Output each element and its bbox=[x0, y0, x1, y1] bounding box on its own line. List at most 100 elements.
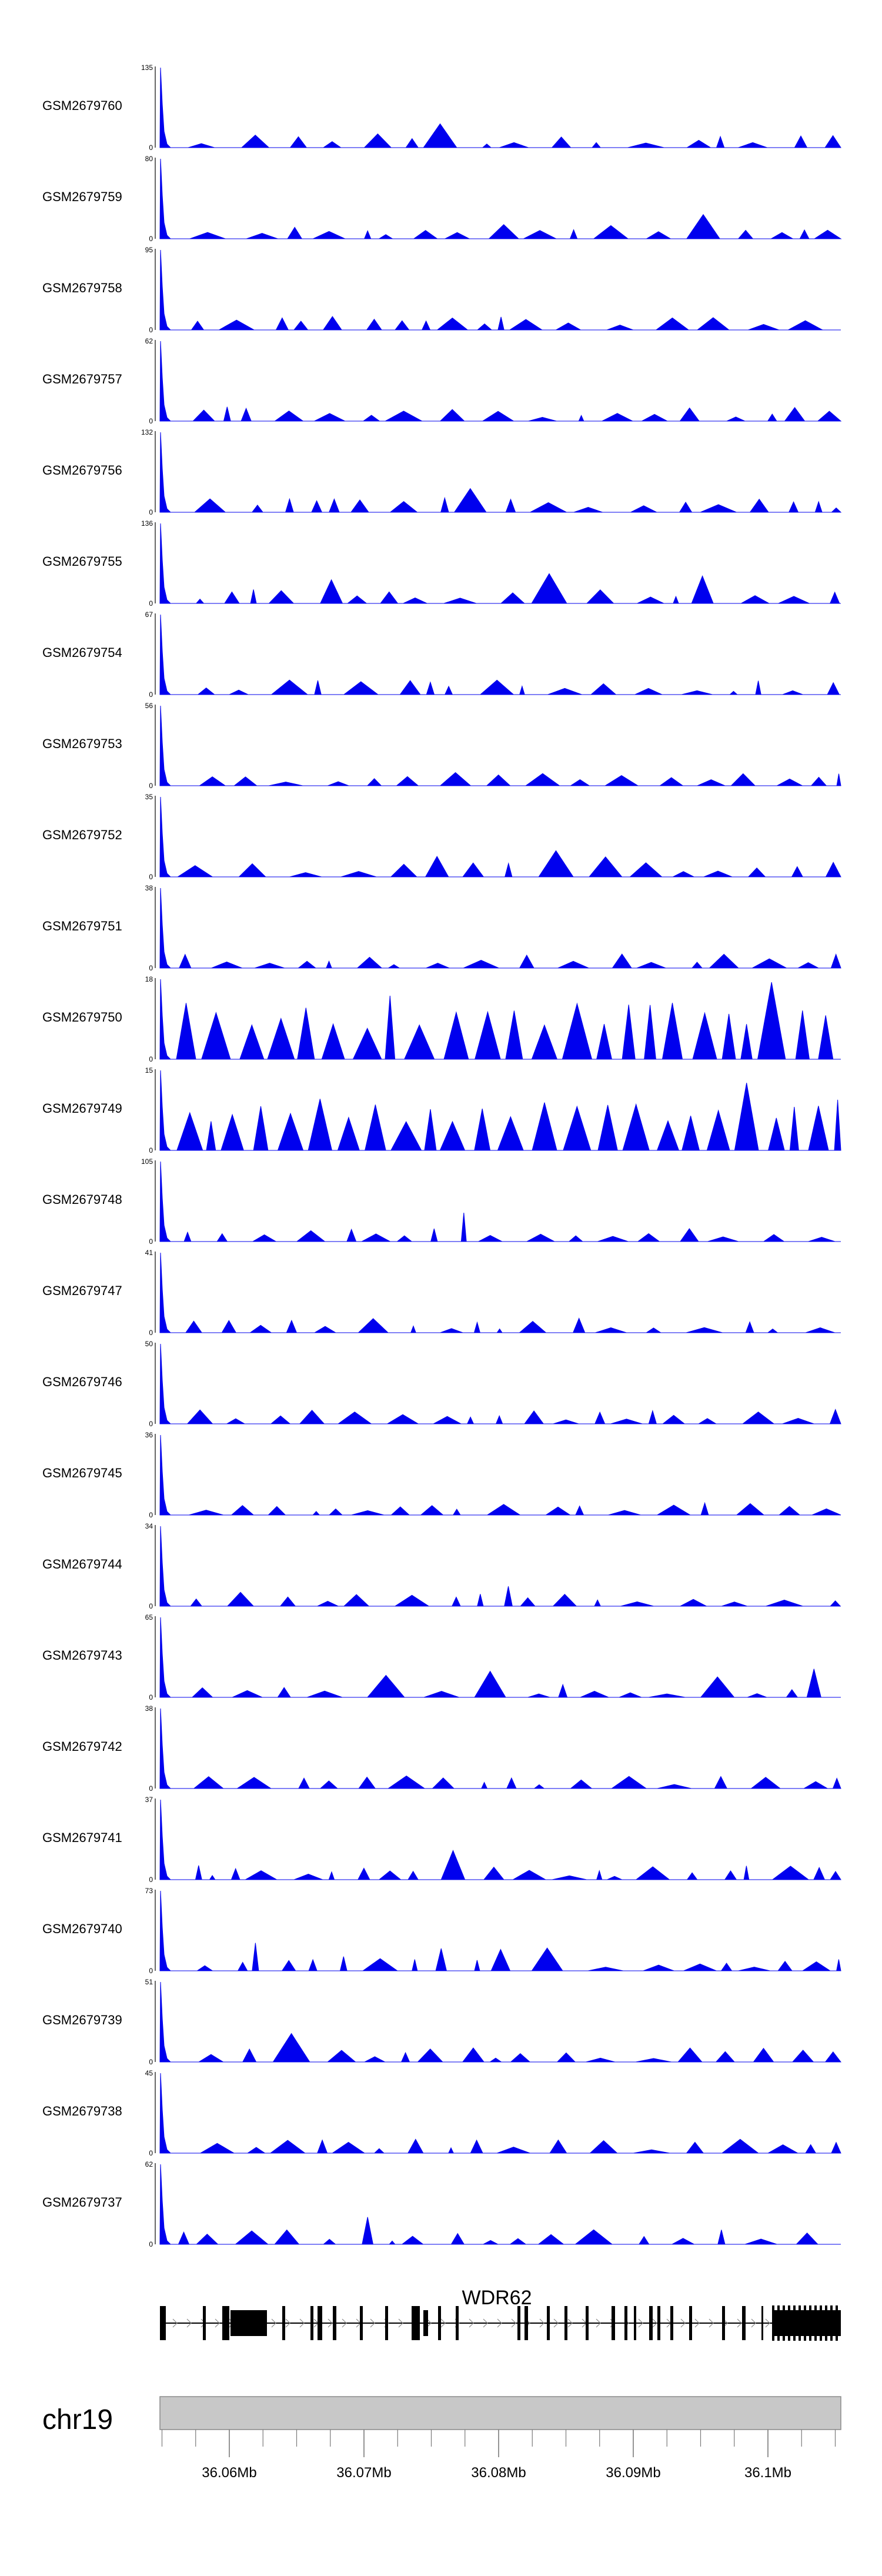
gene-exon bbox=[412, 2306, 420, 2340]
gene-exon bbox=[612, 2306, 615, 2340]
track-ymax-label: 135 bbox=[141, 64, 153, 72]
gene-exon bbox=[564, 2306, 567, 2340]
track-GSM2679754: GSM2679754 67 0 bbox=[42, 610, 841, 699]
chromosome-label: chr19 bbox=[42, 2404, 113, 2435]
gene-exon bbox=[634, 2306, 636, 2340]
track-GSM2679757: GSM2679757 62 0 bbox=[42, 337, 842, 425]
coverage-area bbox=[159, 796, 841, 877]
intron-direction-chevron bbox=[299, 2318, 305, 2328]
intron-direction-chevron bbox=[328, 2318, 333, 2328]
track-ymax-label: 34 bbox=[145, 1522, 153, 1530]
intron-direction-chevron bbox=[342, 2318, 347, 2328]
gene-model bbox=[160, 2305, 841, 2341]
track-GSM2679751: GSM2679751 38 0 bbox=[42, 884, 841, 972]
coverage-area bbox=[159, 1617, 841, 1698]
intron-direction-chevron bbox=[172, 2318, 178, 2328]
track-GSM2679748: GSM2679748 105 0 bbox=[42, 1157, 841, 1246]
axis-tick-label: 36.08Mb bbox=[471, 2465, 526, 2481]
intron-direction-chevron bbox=[469, 2318, 474, 2328]
gene-exon bbox=[825, 2305, 827, 2341]
gene-exon bbox=[438, 2306, 441, 2340]
track-label: GSM2679757 bbox=[42, 372, 122, 386]
track-ymin-label: 0 bbox=[149, 417, 153, 425]
coverage-area bbox=[159, 2164, 841, 2245]
track-ymax-label: 18 bbox=[145, 975, 153, 983]
track-GSM2679759: GSM2679759 80 0 bbox=[42, 155, 842, 243]
track-label: GSM2679747 bbox=[42, 1283, 122, 1298]
track-GSM2679749: GSM2679749 15 0 bbox=[42, 1066, 841, 1154]
track-GSM2679753: GSM2679753 56 0 bbox=[42, 702, 841, 790]
gene-exon bbox=[830, 2305, 833, 2341]
track-GSM2679743: GSM2679743 65 0 bbox=[42, 1613, 841, 1701]
track-label: GSM2679758 bbox=[42, 281, 122, 295]
gene-exon bbox=[814, 2305, 817, 2341]
intron-direction-chevron bbox=[539, 2318, 544, 2328]
track-ymax-label: 65 bbox=[145, 1613, 153, 1621]
track-label: GSM2679740 bbox=[42, 1921, 122, 1936]
gene-exon bbox=[689, 2306, 692, 2340]
track-ymax-label: 50 bbox=[145, 1340, 153, 1348]
track-GSM2679747: GSM2679747 41 0 bbox=[42, 1249, 841, 1337]
track-ymin-label: 0 bbox=[149, 690, 153, 699]
track-ymin-label: 0 bbox=[149, 144, 153, 152]
gene-exon bbox=[203, 2306, 206, 2340]
intron-direction-chevron bbox=[370, 2318, 375, 2328]
track-ymax-label: 51 bbox=[145, 1978, 153, 1986]
track-ymax-label: 62 bbox=[145, 337, 153, 345]
track-label: GSM2679737 bbox=[42, 2195, 122, 2210]
track-GSM2679742: GSM2679742 38 0 bbox=[42, 1704, 841, 1793]
track-label: GSM2679755 bbox=[42, 554, 122, 569]
intron-direction-chevron bbox=[694, 2318, 700, 2328]
gene-exon bbox=[230, 2310, 267, 2336]
intron-direction-chevron bbox=[709, 2318, 714, 2328]
gene-exon bbox=[670, 2306, 673, 2340]
track-ymax-label: 73 bbox=[145, 1887, 153, 1895]
intron-direction-chevron bbox=[271, 2318, 276, 2328]
track-label: GSM2679759 bbox=[42, 189, 122, 204]
gene-exon bbox=[788, 2305, 790, 2341]
track-ymin-label: 0 bbox=[149, 1784, 153, 1793]
track-ymin-label: 0 bbox=[149, 964, 153, 972]
intron-direction-chevron bbox=[398, 2318, 403, 2328]
gene-exon bbox=[799, 2305, 801, 2341]
coverage-area bbox=[159, 341, 842, 422]
intron-direction-chevron bbox=[596, 2318, 601, 2328]
gene-exon bbox=[820, 2305, 822, 2341]
gene-exon bbox=[783, 2305, 785, 2341]
intron-direction-chevron bbox=[426, 2318, 432, 2328]
coverage-area bbox=[159, 249, 841, 331]
track-ymin-label: 0 bbox=[149, 1602, 153, 1610]
intron-direction-chevron bbox=[567, 2318, 573, 2328]
coverage-area bbox=[159, 1708, 841, 1789]
intron-direction-chevron bbox=[497, 2318, 502, 2328]
track-layer: GSM2679760 135 0 GSM2679759 80 0 GSM2679758 95 0… bbox=[42, 64, 842, 2248]
axis-tick-label: 36.06Mb bbox=[202, 2465, 256, 2481]
track-GSM2679745: GSM2679745 36 0 bbox=[42, 1431, 841, 1519]
track-ymax-label: 15 bbox=[145, 1066, 153, 1075]
gene-exon bbox=[360, 2306, 363, 2340]
gene-label: WDR62 bbox=[462, 2287, 532, 2309]
gene-exon bbox=[282, 2306, 285, 2340]
intron-direction-chevron bbox=[483, 2318, 488, 2328]
track-ymax-label: 67 bbox=[145, 610, 153, 619]
track-ymax-label: 41 bbox=[145, 1249, 153, 1257]
track-label: GSM2679743 bbox=[42, 1648, 122, 1663]
track-ymax-label: 35 bbox=[145, 793, 153, 801]
track-label: GSM2679742 bbox=[42, 1739, 122, 1754]
track-ymin-label: 0 bbox=[149, 2240, 153, 2248]
track-label: GSM2679750 bbox=[42, 1010, 122, 1025]
intron-direction-chevron bbox=[680, 2318, 686, 2328]
coverage-area bbox=[159, 979, 841, 1060]
track-GSM2679739: GSM2679739 51 0 bbox=[42, 1978, 842, 2066]
gene-exon bbox=[524, 2306, 528, 2340]
coverage-area bbox=[159, 67, 841, 148]
track-GSM2679755: GSM2679755 136 0 bbox=[42, 519, 841, 608]
gene-exon bbox=[318, 2306, 322, 2340]
axis-tick-label: 36.1Mb bbox=[744, 2465, 791, 2481]
track-ymax-label: 36 bbox=[145, 1431, 153, 1439]
track-GSM2679737: GSM2679737 62 0 bbox=[42, 2160, 841, 2248]
track-label: GSM2679739 bbox=[42, 2013, 122, 2027]
track-ymax-label: 37 bbox=[145, 1796, 153, 1804]
gene-exon bbox=[624, 2306, 627, 2340]
gene-exon bbox=[423, 2310, 428, 2336]
